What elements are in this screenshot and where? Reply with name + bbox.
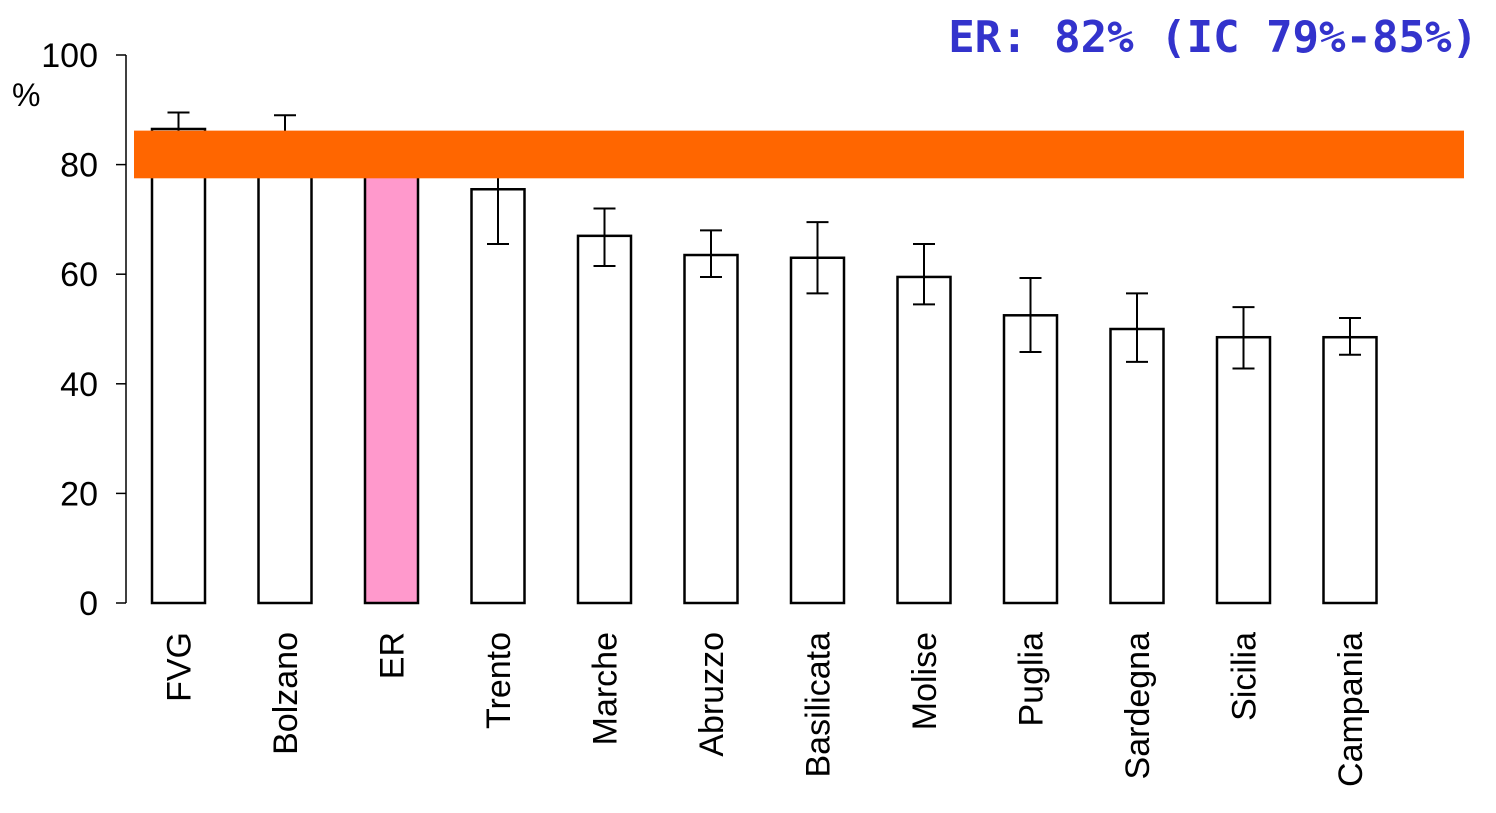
y-tick-label: 20 <box>60 475 98 513</box>
bar-abruzzo <box>683 253 739 605</box>
y-tick-label: 80 <box>60 147 98 185</box>
bars <box>150 127 1378 605</box>
x-tick-label: Molise <box>906 632 944 730</box>
y-axis-label: % <box>12 77 40 113</box>
chart-title: ER: 82% (IC 79%-85%) <box>948 12 1478 63</box>
bar-campania <box>1322 335 1378 605</box>
y-tick-label: 40 <box>60 366 98 404</box>
error-bar-marche <box>593 207 616 267</box>
error-bar-sardegna <box>1126 292 1148 363</box>
x-tick-label: Campania <box>1332 632 1370 787</box>
x-axis-labels: FVG Bolzano ER Trento Marche Abruzzo Basilicat… <box>161 632 1371 787</box>
bar-puglia <box>1002 314 1059 605</box>
x-tick-label: Basilicata <box>800 632 838 778</box>
x-tick-label: Sicilia <box>1226 632 1264 721</box>
bar-fvg <box>150 127 207 605</box>
x-tick-label: Sardegna <box>1119 632 1157 780</box>
x-tick-label: Marche <box>587 632 625 745</box>
bar-bolzano <box>257 141 313 605</box>
y-tick-label: 100 <box>41 37 98 75</box>
error-bar-molise <box>913 243 935 306</box>
x-tick-label: FVG <box>161 632 199 702</box>
error-bar-campania <box>1339 317 1361 356</box>
error-bar-basilicata <box>806 221 829 295</box>
y-axis-ticks: 0 20 40 60 80 100 <box>41 37 126 623</box>
x-tick-label: Bolzano <box>267 632 305 755</box>
y-tick-label: 0 <box>79 585 98 623</box>
bar-marche <box>576 234 633 605</box>
x-tick-label: ER <box>374 632 412 679</box>
error-bar-puglia <box>1019 277 1042 354</box>
bar-er <box>363 152 420 605</box>
bar-basilicata <box>789 256 846 605</box>
reference-band <box>134 130 1464 179</box>
bar-molise <box>896 275 952 605</box>
error-bar-sicilia <box>1232 306 1255 370</box>
bar-sicilia <box>1215 335 1272 605</box>
y-tick-label: 60 <box>60 256 98 294</box>
error-bar-abruzzo <box>700 229 722 278</box>
x-tick-label: Trento <box>480 632 518 729</box>
bar-sardegna <box>1109 327 1165 605</box>
bar-trento <box>470 188 526 605</box>
x-tick-label: Abruzzo <box>693 632 731 757</box>
x-tick-label: Puglia <box>1013 632 1051 727</box>
